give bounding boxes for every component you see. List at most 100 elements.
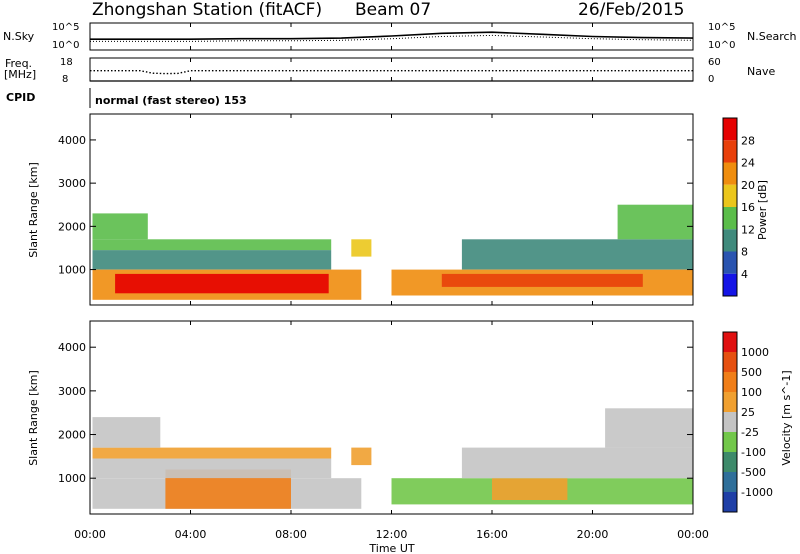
power-cell bbox=[617, 204, 693, 240]
power-data-cells bbox=[92, 204, 693, 300]
velocity-colorbar-label: Velocity [m s^-1] bbox=[780, 370, 793, 465]
freq-panel: Freq. [MHz] 18 8 Nave 60 0 bbox=[4, 57, 775, 85]
colorbar-tick-label: 20 bbox=[741, 179, 755, 192]
colorbar-tick-label: 100 bbox=[741, 386, 762, 399]
range-tick-label: 3000 bbox=[58, 177, 86, 190]
cpid-mode-text: normal (fast stereo) 153 bbox=[95, 94, 247, 107]
colorbar-swatch bbox=[723, 332, 737, 352]
freq-label-1: Freq. bbox=[5, 57, 32, 70]
colorbar-tick-label: 8 bbox=[741, 246, 748, 259]
velocity-cell bbox=[92, 458, 332, 479]
freq-series-line bbox=[90, 70, 693, 75]
time-tick-label: 16:00 bbox=[476, 528, 508, 541]
noise-left-tick-bottom: 10^0 bbox=[52, 40, 79, 51]
power-cell bbox=[92, 239, 332, 251]
colorbar-swatch bbox=[723, 352, 737, 372]
power-cell bbox=[441, 273, 643, 287]
colorbar-swatch bbox=[723, 118, 737, 141]
range-tick-label: 1000 bbox=[58, 264, 86, 277]
power-axis-ticks: 4000 3000 2000 1000 bbox=[58, 134, 693, 277]
range-tick-label: 2000 bbox=[58, 429, 86, 442]
velocity-axis-ticks: 4000 3000 2000 1000 bbox=[58, 341, 693, 485]
colorbar-swatch bbox=[723, 140, 737, 163]
colorbar-swatch bbox=[723, 251, 737, 274]
noise-left-label: N.Sky bbox=[3, 30, 35, 43]
time-axis-label: Time UT bbox=[368, 542, 414, 554]
colorbar-swatch bbox=[723, 162, 737, 185]
colorbar-swatch bbox=[723, 492, 737, 512]
colorbar-tick-label: 1000 bbox=[741, 346, 769, 359]
range-tick-label: 4000 bbox=[58, 134, 86, 147]
colorbar-swatch bbox=[723, 372, 737, 392]
power-cell bbox=[351, 239, 372, 257]
colorbar-swatch bbox=[723, 472, 737, 492]
time-tick-label: 00:00 bbox=[677, 528, 709, 541]
noise-sky-line bbox=[90, 31, 694, 40]
velocity-cell bbox=[461, 447, 693, 479]
colorbar-tick-label: -25 bbox=[741, 426, 759, 439]
colorbar-tick-label: 24 bbox=[741, 157, 755, 170]
date-title: 26/Feb/2015 bbox=[578, 0, 684, 20]
freq-tick-top: 18 bbox=[60, 57, 73, 68]
time-tick-label: 00:00 bbox=[74, 528, 106, 541]
freq-tick-bottom: 8 bbox=[62, 74, 68, 85]
cpid-panel: CPID normal (fast stereo) 153 bbox=[6, 88, 247, 108]
colorbar-tick-label: 500 bbox=[741, 366, 762, 379]
range-tick-label: 3000 bbox=[58, 385, 86, 398]
noise-right-tick-bottom: 10^0 bbox=[708, 40, 735, 51]
noise-right-label: N.Search bbox=[747, 30, 797, 43]
velocity-cell bbox=[605, 408, 693, 448]
velocity-colorbar: 1000 500 100 25 -25 -100 -500 -1000 bbox=[722, 331, 773, 513]
time-tick-label: 12:00 bbox=[376, 528, 408, 541]
colorbar-tick-label: -100 bbox=[741, 446, 766, 459]
noise-right-tick-top: 10^5 bbox=[708, 22, 735, 33]
noise-left-tick-top: 10^5 bbox=[52, 22, 79, 33]
time-axis: 00:00 04:00 08:00 12:00 16:00 20:00 00:00 bbox=[74, 23, 709, 541]
velocity-cell bbox=[492, 478, 568, 500]
nave-tick-top: 60 bbox=[708, 57, 721, 68]
colorbar-tick-label: -1000 bbox=[741, 486, 773, 499]
velocity-cell bbox=[92, 447, 332, 459]
time-tick-label: 04:00 bbox=[175, 528, 207, 541]
colorbar-tick-label: 25 bbox=[741, 406, 755, 419]
time-tick-label: 08:00 bbox=[275, 528, 307, 541]
colorbar-tick-label: 12 bbox=[741, 223, 755, 236]
colorbar-tick-label: 16 bbox=[741, 201, 755, 214]
velocity-data-cells bbox=[92, 408, 693, 509]
colorbar-tick-label: 28 bbox=[741, 134, 755, 147]
noise-panel: N.Sky 10^5 10^0 N.Search 10^5 10^0 bbox=[3, 22, 797, 51]
colorbar-swatch bbox=[723, 432, 737, 452]
station-title: Zhongshan Station (fitACF) bbox=[92, 0, 322, 20]
freq-label-2: [MHz] bbox=[4, 68, 36, 81]
colorbar-swatch bbox=[723, 207, 737, 230]
colorbar-frame bbox=[722, 331, 738, 513]
colorbar-swatch bbox=[723, 273, 737, 297]
colorbar-swatch bbox=[723, 412, 737, 432]
nave-tick-bottom: 0 bbox=[708, 74, 714, 85]
power-colorbar-label: Power [dB] bbox=[756, 180, 769, 240]
colorbar-swatch bbox=[723, 392, 737, 412]
range-tick-label: 1000 bbox=[58, 472, 86, 485]
power-cell bbox=[92, 213, 148, 240]
beam-title: Beam 07 bbox=[355, 0, 431, 20]
nave-label: Nave bbox=[747, 65, 775, 78]
power-colorbar: 28 24 20 16 12 8 4 bbox=[722, 117, 755, 297]
power-ylabel: Slant Range [km] bbox=[27, 162, 40, 258]
colorbar-swatch bbox=[723, 184, 737, 208]
colorbar-tick-label: 4 bbox=[741, 268, 748, 281]
colorbar-swatch bbox=[723, 229, 737, 252]
cpid-label: CPID bbox=[6, 91, 35, 104]
power-cell bbox=[92, 250, 332, 270]
velocity-cell bbox=[351, 447, 372, 466]
power-cell bbox=[461, 239, 693, 270]
power-panel: 4000 3000 2000 1000 Slant Range [km] 28 24 20… bbox=[27, 113, 769, 306]
colorbar-frame bbox=[722, 117, 738, 297]
power-cell bbox=[115, 273, 329, 294]
velocity-panel: 4000 3000 2000 1000 Slant Range [km] 1000 50… bbox=[27, 320, 793, 515]
velocity-cell bbox=[92, 417, 161, 448]
time-tick-label: 20:00 bbox=[577, 528, 609, 541]
colorbar-swatch bbox=[723, 452, 737, 472]
colorbar-tick-label: -500 bbox=[741, 466, 766, 479]
range-tick-label: 4000 bbox=[58, 341, 86, 354]
